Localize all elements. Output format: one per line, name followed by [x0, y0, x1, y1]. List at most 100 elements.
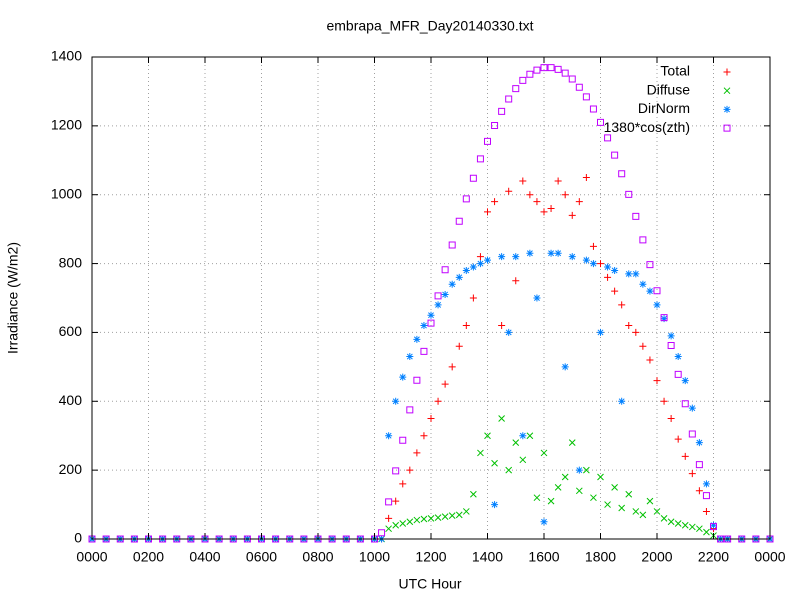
- point: [413, 516, 421, 524]
- point: [540, 449, 548, 457]
- point: [448, 280, 456, 288]
- point: [639, 342, 647, 350]
- point: [632, 328, 640, 336]
- point: [533, 66, 541, 74]
- series-square: [88, 64, 774, 543]
- point: [328, 535, 336, 543]
- point: [667, 332, 675, 340]
- y-axis-label: Irradiance (W/m2): [5, 242, 21, 354]
- point: [491, 122, 499, 130]
- point: [547, 249, 555, 257]
- point: [724, 535, 732, 543]
- point: [611, 287, 619, 295]
- point: [618, 397, 626, 405]
- point: [575, 198, 583, 206]
- point: [406, 406, 414, 414]
- point: [173, 535, 181, 543]
- point: [582, 174, 590, 181]
- point: [702, 507, 710, 515]
- point: [491, 198, 499, 206]
- point: [427, 415, 435, 422]
- point: [625, 190, 633, 198]
- point: [597, 260, 604, 268]
- point: [547, 204, 555, 212]
- point: [420, 347, 428, 355]
- x-tick-label: 1600: [528, 549, 559, 565]
- point: [766, 535, 774, 543]
- point: [604, 263, 612, 271]
- point: [604, 134, 612, 142]
- point: [625, 322, 633, 330]
- point: [526, 432, 534, 440]
- point: [441, 380, 449, 388]
- point: [674, 370, 682, 378]
- point: [561, 191, 569, 199]
- point: [229, 535, 237, 543]
- point: [484, 208, 491, 216]
- point: [703, 528, 710, 536]
- point: [660, 514, 668, 522]
- point: [392, 521, 400, 529]
- point: [583, 466, 590, 474]
- point: [540, 64, 548, 72]
- point: [272, 535, 280, 543]
- point: [477, 449, 484, 457]
- point: [420, 322, 428, 330]
- point: [611, 484, 618, 491]
- point: [399, 520, 407, 527]
- x-tick-label: 0000: [754, 549, 785, 565]
- point: [568, 75, 576, 83]
- point: [399, 436, 407, 444]
- point: [660, 397, 668, 405]
- point: [420, 515, 428, 523]
- point: [314, 535, 322, 543]
- point: [575, 487, 583, 495]
- point: [469, 263, 477, 271]
- point: [681, 400, 689, 408]
- x-tick-label: 2200: [698, 549, 729, 565]
- point: [646, 497, 654, 505]
- legend-symbol: [723, 87, 731, 95]
- point: [406, 353, 414, 361]
- point: [413, 376, 421, 384]
- x-tick-label: 2000: [641, 549, 672, 565]
- point: [356, 535, 364, 543]
- point: [660, 314, 668, 322]
- point: [688, 470, 696, 478]
- point: [399, 480, 407, 488]
- legend-symbol: [723, 124, 731, 132]
- point: [752, 535, 760, 543]
- x-tick-label: 0200: [133, 549, 164, 565]
- point: [385, 432, 393, 440]
- point: [491, 459, 498, 467]
- point: [476, 253, 484, 261]
- y-tick-label: 400: [59, 392, 83, 408]
- point: [597, 328, 604, 336]
- y-tick-label: 1200: [51, 117, 82, 133]
- point: [392, 467, 400, 475]
- point: [187, 535, 195, 543]
- legend-label: DirNorm: [638, 100, 690, 116]
- point: [667, 518, 675, 526]
- y-tick-label: 200: [59, 461, 83, 477]
- point: [674, 435, 682, 443]
- point: [505, 187, 513, 195]
- point: [484, 256, 491, 264]
- point: [512, 439, 520, 446]
- point: [568, 211, 576, 219]
- point: [512, 85, 520, 93]
- point: [646, 356, 654, 364]
- point: [653, 301, 661, 309]
- point: [611, 266, 619, 274]
- legend-symbol: [723, 68, 731, 76]
- point: [667, 415, 675, 422]
- point: [448, 241, 456, 249]
- point: [618, 170, 626, 178]
- point: [688, 430, 696, 438]
- point: [455, 342, 463, 350]
- point: [462, 266, 470, 274]
- x-tick-label: 0400: [189, 549, 220, 565]
- plot-marks: [88, 64, 774, 543]
- point: [738, 535, 746, 543]
- point: [575, 83, 583, 91]
